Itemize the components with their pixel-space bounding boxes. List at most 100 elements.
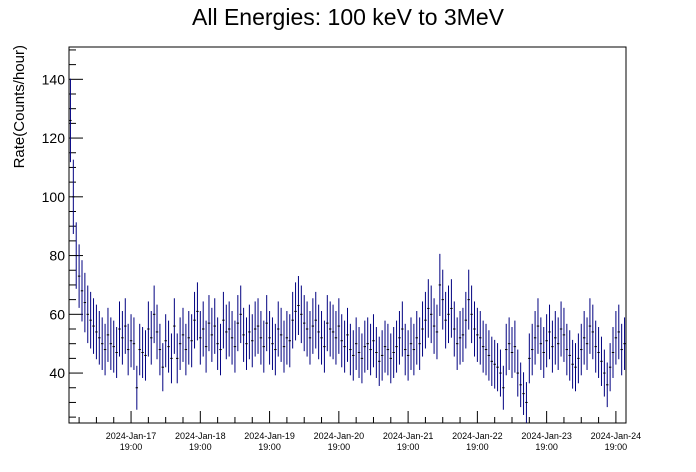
data-point — [201, 301, 205, 357]
data-point — [441, 269, 444, 330]
data-point — [369, 323, 372, 376]
data-point — [424, 291, 427, 349]
data-point — [236, 295, 240, 352]
data-point — [545, 314, 548, 368]
data-point — [317, 304, 320, 360]
data-point — [314, 291, 317, 349]
data-point — [360, 333, 364, 384]
y-axis-label: Rate(Counts/hour) — [11, 45, 28, 168]
data-point — [311, 298, 315, 354]
data-point — [337, 298, 341, 354]
data-point — [588, 298, 592, 354]
data-point — [227, 301, 231, 357]
data-point — [525, 382, 528, 423]
x-tick-date-label: 2024-Jan-17 — [106, 431, 157, 441]
data-point — [432, 298, 436, 354]
data-point — [196, 282, 199, 341]
data-point — [216, 317, 219, 370]
data-point — [207, 295, 211, 352]
data-point — [528, 333, 531, 384]
data-point — [155, 304, 159, 360]
data-point — [363, 320, 367, 373]
data-point — [464, 291, 468, 349]
x-tick-time-label: 19:00 — [328, 442, 351, 452]
data-point — [349, 323, 352, 376]
data-point — [259, 311, 263, 365]
data-point — [490, 336, 494, 386]
x-tick-time-label: 19:00 — [535, 442, 558, 452]
data-point — [100, 317, 104, 370]
data-point — [72, 159, 75, 234]
data-point — [380, 330, 384, 381]
data-point — [354, 317, 358, 370]
data-point — [80, 260, 84, 322]
data-point — [294, 282, 297, 341]
data-point — [429, 285, 433, 344]
data-point — [412, 323, 416, 376]
chart-title: All Energies: 100 keV to 3MeV — [192, 4, 505, 30]
data-point — [118, 301, 121, 357]
data-point — [603, 349, 606, 397]
data-point — [366, 317, 369, 370]
data-point — [75, 222, 78, 289]
data-point — [551, 320, 554, 373]
data-point — [516, 349, 519, 397]
x-tick-time-label: 19:00 — [397, 442, 420, 452]
data-point — [274, 323, 277, 376]
data-point — [505, 323, 508, 376]
y-tick-label: 140 — [42, 71, 66, 87]
data-point — [297, 276, 300, 335]
data-point — [401, 301, 404, 357]
x-tick-time-label: 19:00 — [466, 442, 489, 452]
data-point — [375, 327, 378, 378]
data-point — [455, 317, 459, 370]
data-point — [343, 320, 346, 373]
data-point — [447, 285, 450, 344]
data-point — [242, 307, 245, 362]
data-point — [444, 291, 447, 349]
x-tick-date-label: 2024-Jan-19 — [244, 431, 295, 441]
data-point — [124, 298, 127, 354]
data-point — [245, 317, 248, 370]
data-point — [554, 311, 557, 365]
data-series — [69, 78, 626, 423]
data-point — [473, 301, 476, 357]
y-axis: 40 60 80 100 120 140 — [42, 49, 83, 418]
data-point — [392, 327, 395, 378]
data-point — [614, 311, 618, 365]
x-tick-date-label: 2024-Jan-24 — [591, 431, 642, 441]
x-tick-time-label: 19:00 — [189, 442, 212, 452]
data-point — [418, 317, 421, 370]
data-point — [461, 307, 465, 362]
data-point — [176, 333, 179, 384]
data-point — [326, 295, 329, 352]
data-point — [481, 320, 485, 373]
data-point — [121, 311, 124, 365]
data-point — [210, 307, 214, 362]
data-point — [438, 253, 442, 317]
data-point — [109, 317, 113, 370]
data-point — [181, 307, 185, 362]
data-point — [248, 304, 251, 360]
data-point — [562, 307, 566, 362]
data-point — [308, 311, 312, 365]
data-point — [167, 320, 170, 373]
data-point — [513, 320, 517, 373]
data-point — [346, 307, 349, 362]
data-point — [103, 323, 107, 376]
data-point — [147, 301, 150, 357]
data-point — [568, 330, 571, 381]
x-tick-time-label: 19:00 — [258, 442, 281, 452]
data-point — [499, 349, 502, 397]
data-point — [386, 323, 390, 376]
data-point — [132, 317, 136, 370]
y-tick-label: 60 — [49, 306, 65, 322]
data-point — [95, 304, 98, 360]
data-point — [265, 295, 268, 352]
data-point — [600, 336, 603, 386]
data-point — [239, 285, 242, 344]
data-point — [150, 311, 153, 365]
data-point — [271, 317, 274, 370]
data-point — [484, 323, 488, 376]
data-point — [331, 304, 335, 360]
